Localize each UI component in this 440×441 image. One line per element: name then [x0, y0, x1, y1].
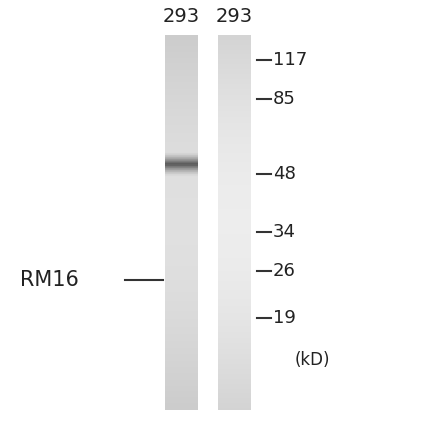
Text: 19: 19: [273, 309, 296, 326]
Text: 85: 85: [273, 90, 296, 108]
Text: 26: 26: [273, 262, 296, 280]
Text: 293: 293: [216, 7, 253, 26]
Text: 117: 117: [273, 51, 307, 68]
Text: RM16: RM16: [20, 270, 79, 290]
Text: 48: 48: [273, 165, 296, 183]
Text: (kD): (kD): [295, 351, 330, 369]
Text: 293: 293: [163, 7, 200, 26]
Text: 34: 34: [273, 223, 296, 240]
